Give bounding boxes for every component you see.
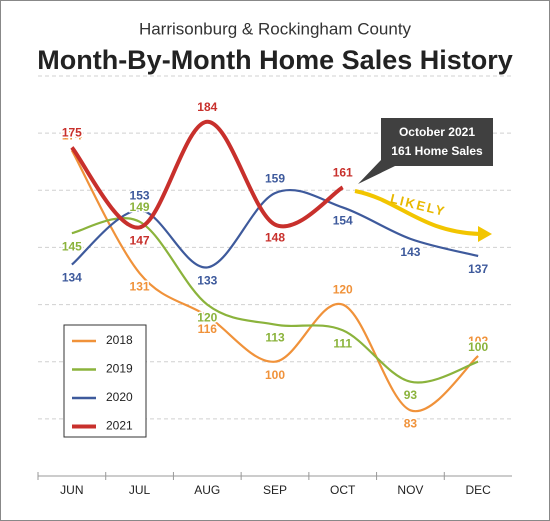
x-tick-label: OCT [330,483,356,497]
annotation-line: October 2021 [399,125,475,139]
legend-label: 2019 [106,362,133,376]
data-label: 159 [265,171,285,185]
labels: 174 131 116 100 120 83 102 145 149 120 113 111 93 100… [60,98,490,432]
data-label: 145 [62,239,82,253]
forecast-arrowhead [478,226,492,242]
annotation-line: 161 Home Sales [391,144,483,158]
data-label: 83 [404,416,418,430]
legend-label: 2020 [106,390,133,404]
annotation-pointer [358,160,395,184]
data-label: 148 [265,231,285,245]
data-label: 161 [333,166,353,180]
data-label: 120 [197,311,217,325]
data-label: 174 [62,128,82,142]
legend-label: 2021 [106,419,133,433]
x-tick-label: NOV [397,483,423,497]
x-tick-label: AUG [194,483,220,497]
x-tick-label: JUN [60,483,83,497]
chart-subtitle: Harrisonburg & Rockingham County [139,19,412,38]
series-line [70,119,344,230]
data-label: 175 [62,126,82,140]
data-label: 143 [400,245,420,259]
x-tick-label: SEP [263,483,287,497]
data-label: 100 [468,340,488,354]
legend: 2018 2019 2020 2021 [72,333,133,433]
data-label: 137 [468,262,488,276]
data-label: 93 [404,388,418,402]
annotation-box [381,118,493,166]
data-label: 111 [333,336,352,350]
data-label: 133 [197,274,217,288]
x-tick-label: DEC [465,483,491,497]
data-label: 147 [130,234,150,248]
data-label: 154 [333,214,353,228]
series-line [71,217,479,384]
data-label: 116 [198,322,218,336]
legend-label: 2018 [106,333,133,347]
series-line [70,149,479,413]
chart-title: Month-By-Month Home Sales History [37,45,513,75]
lines [70,119,479,413]
x-labels: JUN JUL AUG SEP OCT NOV DEC [37,472,491,497]
data-label: 131 [130,279,150,293]
data-label: 134 [62,271,82,285]
data-label: 100 [265,368,285,382]
data-label: 184 [197,100,217,114]
legend-box [63,324,147,438]
data-label: 149 [130,200,150,214]
data-label: 120 [333,283,353,297]
data-label: 153 [130,188,150,202]
data-label: 113 [265,331,285,345]
data-label: 102 [468,334,488,348]
x-tick-label: JUL [129,483,151,497]
forecast-arrow [354,189,481,236]
series-line [71,188,479,269]
